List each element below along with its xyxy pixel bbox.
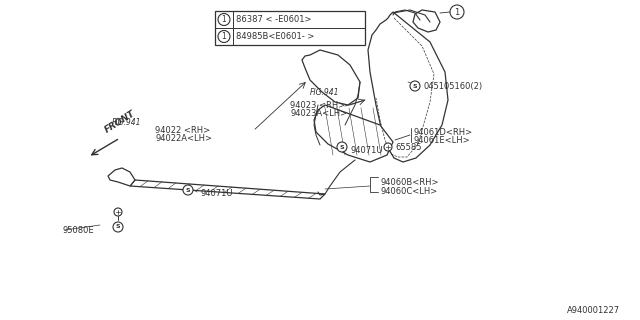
Text: S: S: [413, 84, 417, 89]
Polygon shape: [413, 10, 440, 32]
Text: 84985B<E0601- >: 84985B<E0601- >: [236, 32, 314, 41]
Circle shape: [384, 143, 392, 151]
Text: 94023 <RH>: 94023 <RH>: [290, 100, 345, 109]
Circle shape: [450, 5, 464, 19]
Polygon shape: [314, 105, 393, 162]
Text: 94071U: 94071U: [200, 189, 232, 198]
Text: 1: 1: [221, 15, 227, 24]
Circle shape: [337, 142, 347, 152]
Circle shape: [183, 185, 193, 195]
Text: 86387 < -E0601>: 86387 < -E0601>: [236, 15, 312, 24]
Text: S: S: [340, 145, 344, 149]
Polygon shape: [130, 180, 325, 199]
Polygon shape: [108, 168, 135, 186]
Circle shape: [410, 81, 420, 91]
Text: 65585: 65585: [395, 142, 422, 151]
Text: A940001227: A940001227: [567, 306, 620, 315]
Circle shape: [218, 13, 230, 26]
Text: 95080E: 95080E: [62, 226, 93, 235]
Polygon shape: [302, 50, 360, 105]
Text: 1: 1: [454, 7, 460, 17]
Text: FRONT: FRONT: [103, 109, 137, 135]
Text: 94071U: 94071U: [350, 146, 383, 155]
Polygon shape: [368, 12, 448, 162]
Text: 94060C<LH>: 94060C<LH>: [380, 187, 437, 196]
Bar: [215, 11, 365, 45]
Text: 94023A<LH>: 94023A<LH>: [290, 108, 347, 117]
Text: FIG.941: FIG.941: [310, 88, 339, 97]
Text: 94061D<RH>: 94061D<RH>: [413, 127, 472, 137]
Text: 94022 <RH>: 94022 <RH>: [155, 125, 210, 134]
Text: 94022A<LH>: 94022A<LH>: [155, 133, 212, 142]
Text: 94061E<LH>: 94061E<LH>: [413, 135, 470, 145]
Text: 1: 1: [221, 32, 227, 41]
Text: FIG.941: FIG.941: [112, 118, 141, 127]
Text: S: S: [116, 225, 120, 229]
Circle shape: [113, 222, 123, 232]
Circle shape: [218, 30, 230, 43]
Text: 94060B<RH>: 94060B<RH>: [380, 178, 438, 187]
Circle shape: [114, 208, 122, 216]
Text: 045105160(2): 045105160(2): [423, 82, 482, 91]
Text: S: S: [186, 188, 190, 193]
